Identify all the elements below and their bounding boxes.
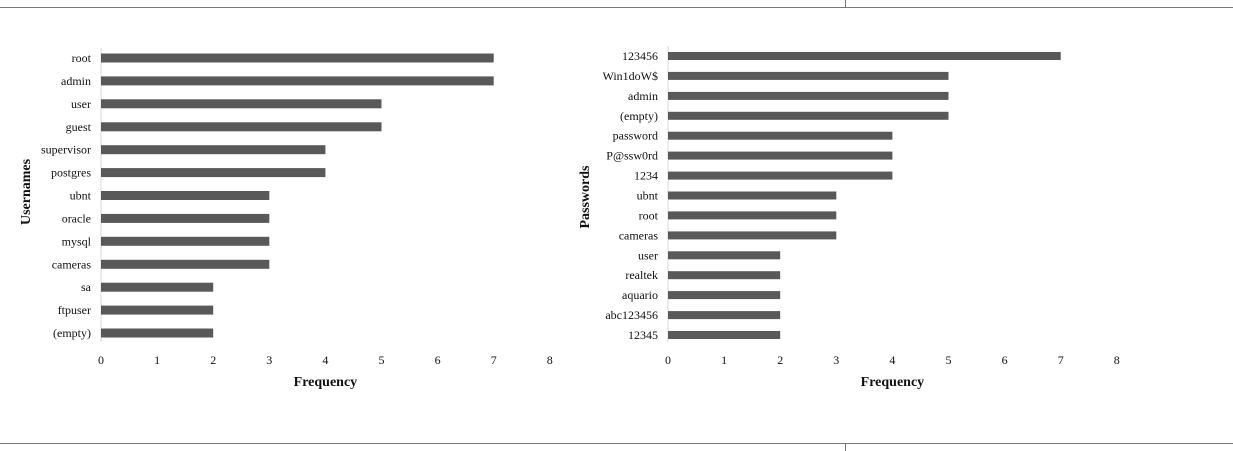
passwords-bar <box>668 111 949 120</box>
usernames-bar <box>101 282 214 292</box>
passwords-category-label: user <box>638 248 658 262</box>
passwords-bar <box>668 191 837 200</box>
usernames-category-label: root <box>72 51 92 65</box>
passwords-bar <box>668 211 837 220</box>
usernames-bar <box>101 76 494 86</box>
passwords-category-label: P@ssw0rd <box>606 149 658 163</box>
passwords-x-tick-label: 5 <box>946 353 952 367</box>
passwords-bar <box>668 52 1061 60</box>
usernames-category-label: sa <box>81 280 92 294</box>
passwords-category-label: abc123456 <box>605 308 658 322</box>
usernames-bar <box>101 99 382 109</box>
usernames-category-label: mysql <box>62 234 92 248</box>
usernames-bar <box>101 191 270 200</box>
usernames-category-label: ubnt <box>70 189 92 203</box>
passwords-category-label: 12345 <box>628 328 658 342</box>
passwords-category-label: ubnt <box>637 189 659 203</box>
passwords-x-tick-label: 8 <box>1114 353 1120 367</box>
passwords-y-axis-title: Passwords <box>578 165 593 229</box>
bottom-divider-line <box>0 443 1233 444</box>
usernames-category-label: (empty) <box>53 326 91 340</box>
usernames-x-tick-label: 7 <box>491 353 497 367</box>
passwords-x-tick-label: 0 <box>665 353 671 367</box>
usernames-x-tick-label: 6 <box>435 353 441 367</box>
passwords-category-label: root <box>639 208 659 222</box>
usernames-bar <box>101 236 270 246</box>
passwords-bar <box>668 271 781 280</box>
top-divider-line <box>0 7 1233 8</box>
passwords-bar <box>668 151 893 160</box>
usernames-bar <box>101 328 214 338</box>
passwords-category-label: cameras <box>619 228 659 242</box>
usernames-bar <box>101 122 382 132</box>
usernames-x-tick-label: 5 <box>379 353 385 367</box>
bottom-divider-tick <box>845 444 846 451</box>
usernames-x-tick-label: 1 <box>154 353 160 367</box>
usernames-category-label: user <box>71 97 91 111</box>
usernames-bar <box>101 305 214 315</box>
usernames-y-axis-title: Usernames <box>19 158 34 225</box>
passwords-x-tick-label: 2 <box>777 353 783 367</box>
passwords-x-tick-label: 4 <box>889 353 895 367</box>
passwords-bar <box>668 311 781 320</box>
passwords-bar <box>668 291 781 300</box>
passwords-category-label: Win1doW$ <box>602 69 658 83</box>
passwords-category-label: realtek <box>625 268 658 282</box>
passwords-bar <box>668 171 893 180</box>
passwords-x-tick-label: 7 <box>1058 353 1064 367</box>
passwords-bar <box>668 71 949 80</box>
usernames-bar <box>101 213 270 223</box>
passwords-category-label: aquario <box>622 288 658 302</box>
usernames-category-label: supervisor <box>41 143 91 157</box>
usernames-x-tick-label: 0 <box>98 353 104 367</box>
usernames-category-label: ftpuser <box>58 303 91 317</box>
usernames-x-tick-label: 3 <box>266 353 272 367</box>
passwords-category-label: 1234 <box>634 169 658 183</box>
passwords-x-axis-title: Frequency <box>861 375 925 390</box>
usernames-category-label: postgres <box>51 166 91 180</box>
passwords-bar <box>668 331 781 339</box>
usernames-category-label: cameras <box>52 257 92 271</box>
usernames-bar <box>101 168 326 178</box>
usernames-bar <box>101 259 270 269</box>
passwords-category-label: 123456 <box>622 49 658 63</box>
usernames-category-label: oracle <box>62 211 91 225</box>
passwords-bar <box>668 231 837 240</box>
usernames-x-axis-title: Frequency <box>294 375 358 390</box>
usernames-category-label: admin <box>61 74 91 88</box>
usernames-bar <box>101 53 494 63</box>
passwords-bar <box>668 251 781 260</box>
usernames-bar <box>101 145 326 155</box>
passwords-category-label: password <box>613 129 658 143</box>
usernames-x-tick-label: 8 <box>547 353 553 367</box>
passwords-x-tick-label: 1 <box>721 353 727 367</box>
usernames-category-label: guest <box>66 120 92 134</box>
usernames-x-tick-label: 4 <box>322 353 328 367</box>
passwords-category-label: (empty) <box>620 109 658 123</box>
passwords-bar <box>668 131 893 140</box>
passwords-category-label: admin <box>628 89 658 103</box>
passwords-x-tick-label: 6 <box>1002 353 1008 367</box>
passwords-bar <box>668 91 949 100</box>
top-divider-tick <box>845 0 846 7</box>
usernames-x-tick-label: 2 <box>210 353 216 367</box>
passwords-x-tick-label: 3 <box>833 353 839 367</box>
